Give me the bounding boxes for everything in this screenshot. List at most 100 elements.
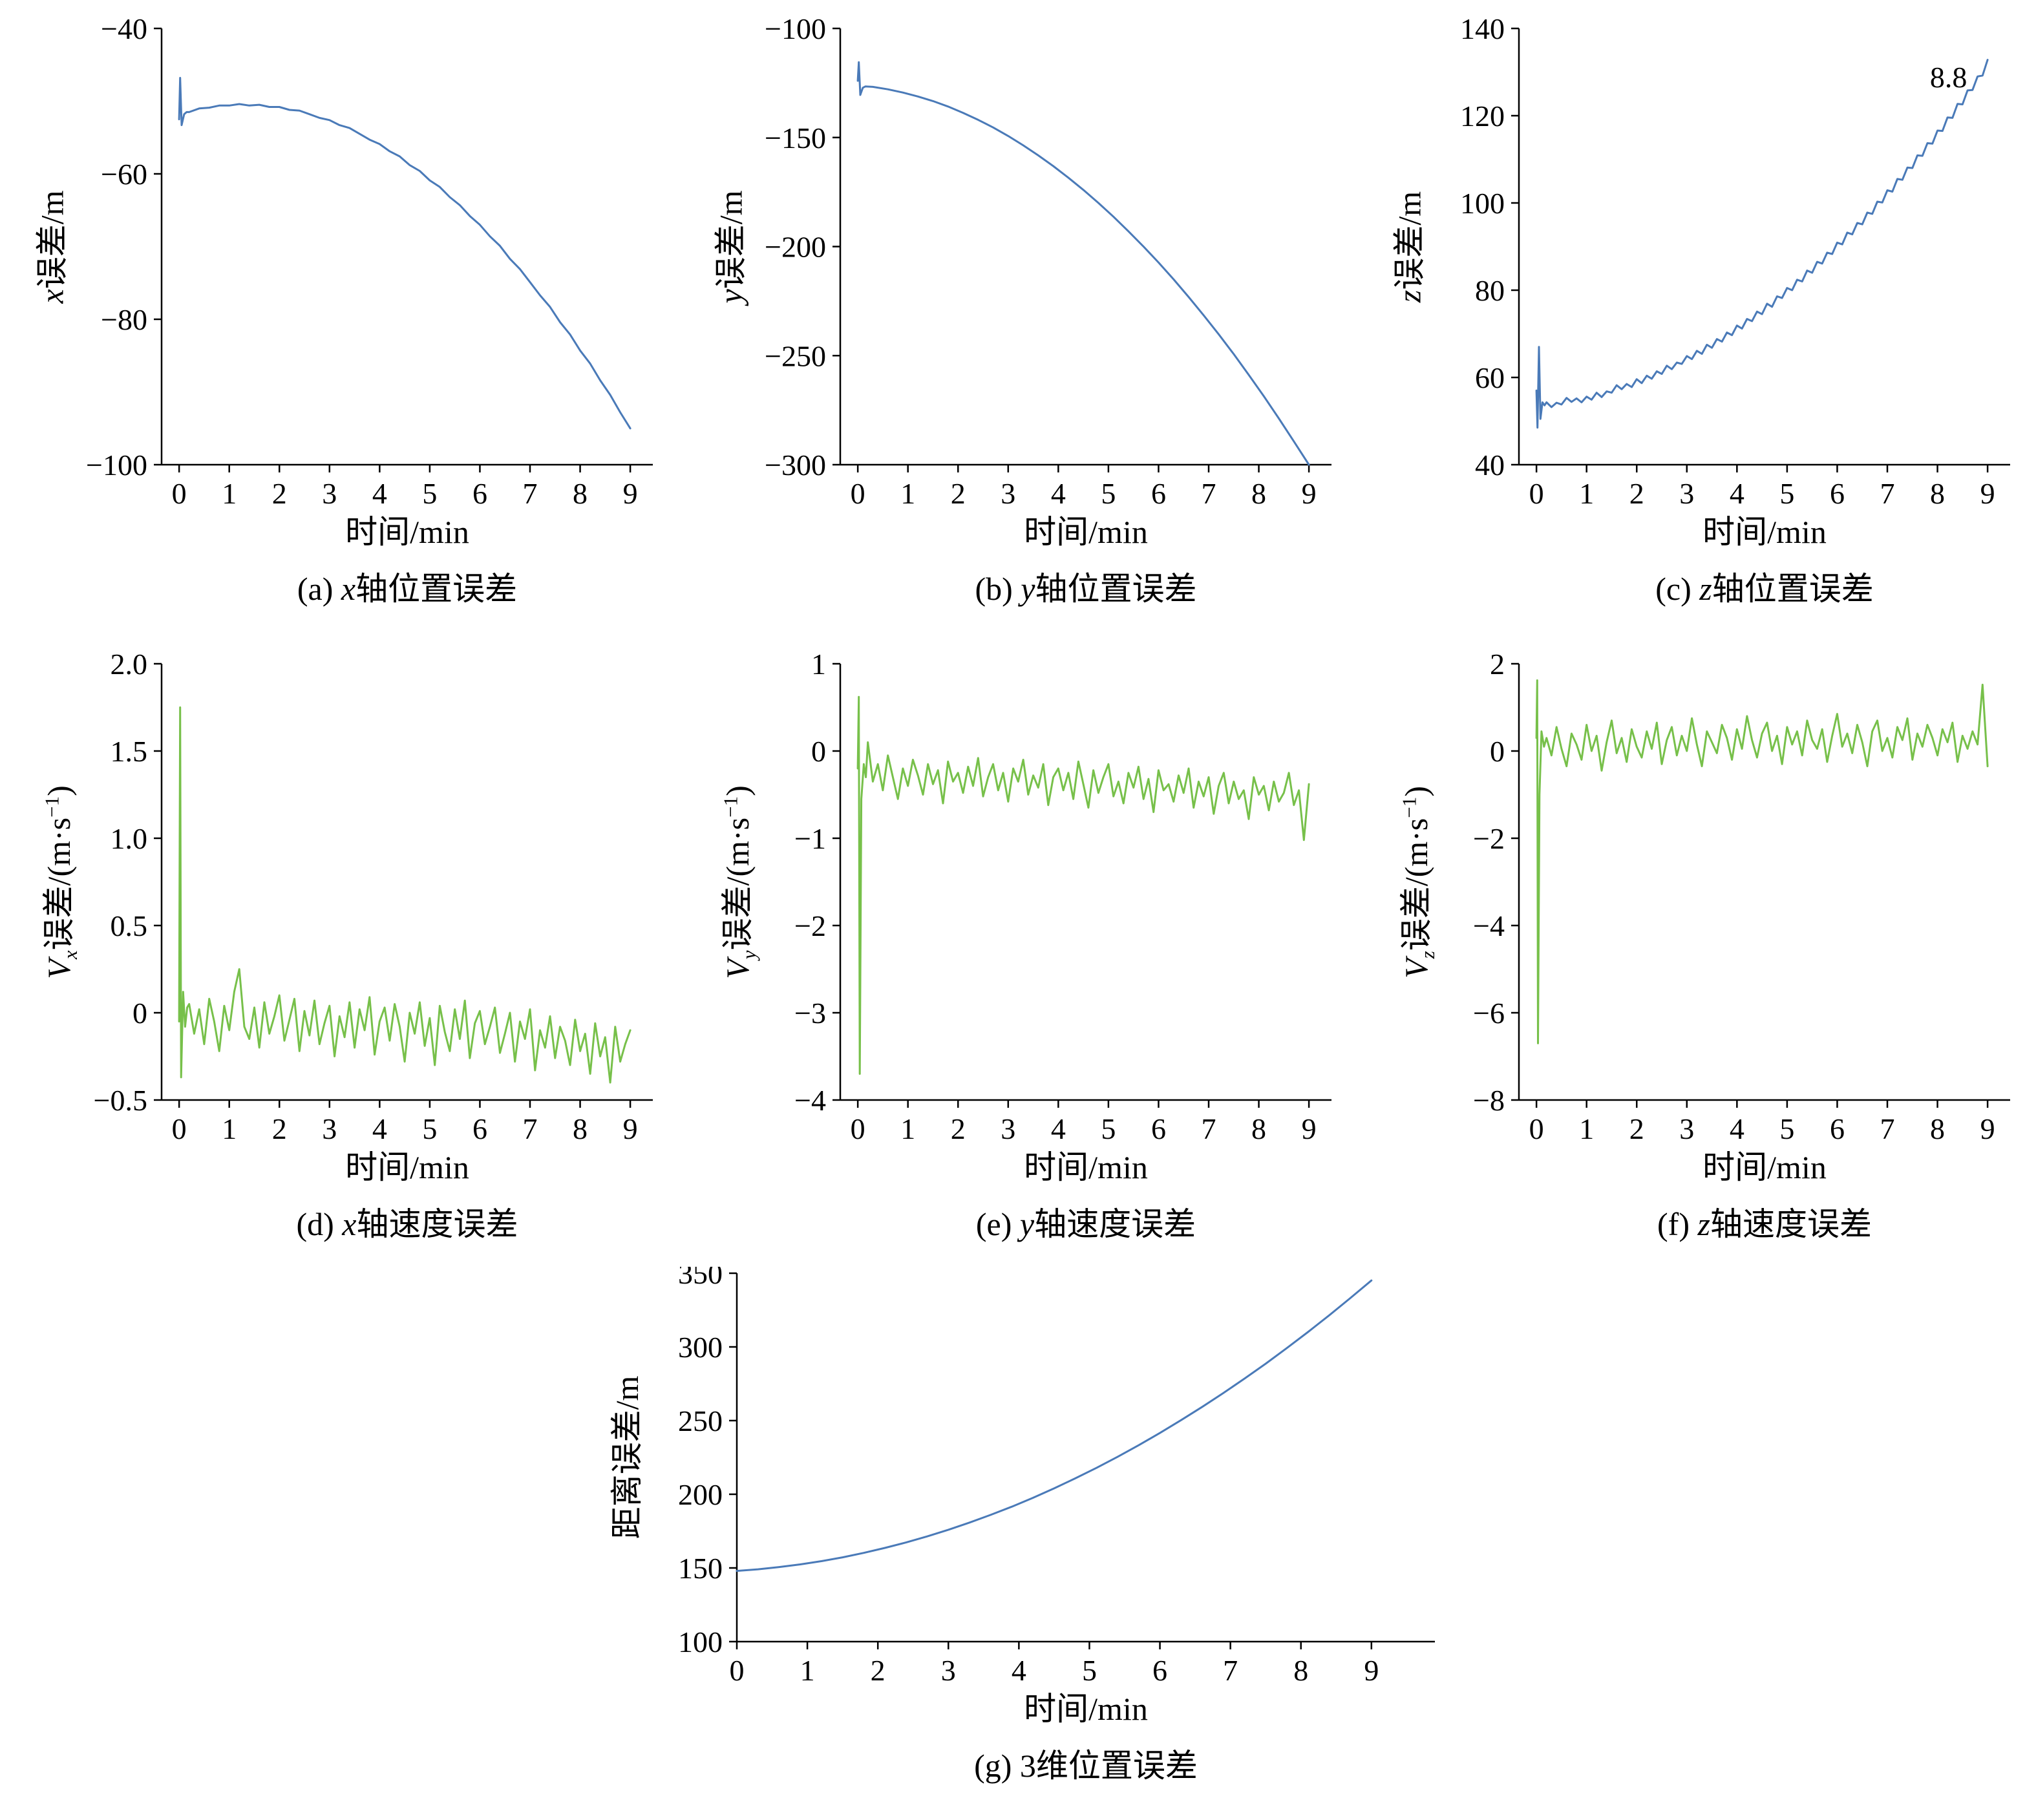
- x-tick-label: 7: [1202, 477, 1216, 510]
- chart-x-velocity-error: 0 1 2 3 4 5 6 7 8 9 −0.5 0 0.5 1.0 1.5 2.0 Vx误差/(m·s−1) 时…: [0, 644, 679, 1262]
- x-tick-label: 4: [1730, 1112, 1744, 1145]
- x-tick-label: 1: [1579, 477, 1594, 510]
- x-tick-label: 0: [172, 1112, 187, 1145]
- figure-row-2: 0 1 2 3 4 5 6 7 8 9 −0.5 0 0.5 1.0 1.5 2.0 Vx误差/(m·s−1) 时…: [0, 644, 2036, 1262]
- x-tick-label: 8: [1251, 1112, 1266, 1145]
- x-tick-label: 8: [573, 477, 588, 510]
- x-tick-label: 9: [623, 1112, 638, 1145]
- x-tick-label: 1: [222, 477, 237, 510]
- x-axis-label-e: 时间/min: [1024, 1149, 1148, 1185]
- x-tick-label: 1: [900, 1112, 915, 1145]
- y-tick-label: 120: [1460, 100, 1505, 132]
- y-tick-label: −3: [794, 997, 826, 1030]
- y-axis-label-c: z误差/m: [1391, 191, 1427, 302]
- chart-caption-c: (c) z轴位置误差: [1655, 571, 1874, 607]
- y-tick-label: −1: [794, 822, 826, 855]
- x-tick-label: 1: [900, 477, 915, 510]
- y-tick-label: −0.5: [94, 1084, 147, 1117]
- x-tick-label: 0: [1529, 1112, 1544, 1145]
- x-tick-label: 2: [1629, 1112, 1644, 1145]
- y-tick-label: −4: [1473, 909, 1505, 942]
- y-axis-label-d: Vx误差/(m·s−1): [40, 785, 81, 979]
- x-tick-label: 9: [623, 477, 638, 510]
- x-tick-label: 4: [1051, 1112, 1066, 1145]
- y-tick-label: 80: [1475, 274, 1505, 307]
- y-tick-label: −300: [765, 449, 826, 481]
- y-tick-label: −100: [765, 12, 826, 45]
- y-tick-label: −60: [101, 158, 147, 191]
- x-tick-label: 2: [871, 1654, 885, 1687]
- plot-svg-a: 0 1 2 3 4 5 6 7 8 9 −100 −80 −60 −40: [86, 12, 653, 510]
- x-tick-label: 5: [1101, 1112, 1116, 1145]
- y-tick-label: 1.5: [111, 735, 148, 768]
- chart-3d-position-error: 0 1 2 3 4 5 6 7 8 9 100 150 200 250 300 350 距离误差/m 时间/min…: [575, 1257, 1461, 1803]
- chart-y-velocity-error: 0 1 2 3 4 5 6 7 8 9 −4 −3 −2 −1 0 1 Vy误差/(m·s−1) 时间/min (e…: [679, 644, 1357, 1262]
- y-tick-label: −100: [86, 449, 147, 481]
- plot-svg-b: 0 1 2 3 4 5 6 7 8 9 −300 −250 −200 −150 −100: [765, 12, 1331, 510]
- x-tick-label: 5: [1779, 1112, 1794, 1145]
- y-tick-label: 300: [678, 1331, 723, 1364]
- data-line-c: [1535, 59, 1989, 429]
- x-tick-label: 8: [1930, 477, 1945, 510]
- x-axis-label-g: 时间/min: [1024, 1691, 1148, 1727]
- x-tick-label: 1: [222, 1112, 237, 1145]
- y-tick-label: 100: [678, 1625, 723, 1658]
- chart-caption-e: (e) y轴速度误差: [975, 1206, 1196, 1242]
- y-tick-label: −200: [765, 231, 826, 264]
- x-tick-label: 3: [322, 477, 337, 510]
- x-tick-label: 4: [372, 1112, 387, 1145]
- y-tick-label: 200: [678, 1478, 723, 1511]
- x-axis-label-d: 时间/min: [345, 1149, 469, 1185]
- x-tick-label: 9: [1980, 477, 1995, 510]
- x-axis-label-a: 时间/min: [345, 514, 469, 550]
- y-tick-label: 0.5: [111, 909, 148, 942]
- annotation-c: 8.8: [1930, 61, 1967, 94]
- y-tick-label: −250: [765, 339, 826, 372]
- x-tick-label: 8: [1251, 477, 1266, 510]
- x-tick-label: 4: [372, 477, 387, 510]
- chart-caption-g: (g) 3维位置误差: [974, 1748, 1198, 1784]
- y-axis-label-e: Vy误差/(m·s−1): [719, 785, 760, 979]
- y-axis-label-f: Vz误差/(m·s−1): [1397, 785, 1439, 979]
- x-tick-label: 3: [1001, 477, 1015, 510]
- x-tick-label: 9: [1980, 1112, 1995, 1145]
- x-tick-label: 8: [573, 1112, 588, 1145]
- x-tick-label: 3: [1679, 477, 1694, 510]
- x-tick-label: 7: [523, 477, 538, 510]
- y-tick-label: 0: [1490, 735, 1505, 768]
- x-tick-label: 8: [1930, 1112, 1945, 1145]
- plot-svg-f: 0 1 2 3 4 5 6 7 8 9 −8 −6 −4 −2 0 2: [1473, 648, 2010, 1145]
- y-tick-label: 250: [678, 1404, 723, 1437]
- y-tick-label: 2.0: [111, 648, 148, 681]
- x-axis-label-f: 时间/min: [1702, 1149, 1827, 1185]
- x-tick-label: 0: [172, 477, 187, 510]
- plot-svg-e: 0 1 2 3 4 5 6 7 8 9 −4 −3 −2 −1 0 1: [794, 648, 1331, 1145]
- y-tick-label: 60: [1475, 361, 1505, 394]
- x-tick-label: 3: [1679, 1112, 1694, 1145]
- x-tick-label: 0: [730, 1654, 745, 1687]
- data-line-f: [1535, 679, 1989, 1044]
- x-tick-label: 6: [1152, 1654, 1167, 1687]
- y-tick-label: −6: [1473, 997, 1505, 1030]
- data-line-a: [178, 77, 631, 430]
- data-line-g: [736, 1279, 1373, 1572]
- plot-svg-g: 0 1 2 3 4 5 6 7 8 9 100 150 200 250 300 350: [678, 1257, 1435, 1687]
- y-axis-label-g: 距离误差/m: [609, 1375, 645, 1540]
- x-tick-label: 5: [422, 1112, 437, 1145]
- chart-y-position-error: 0 1 2 3 4 5 6 7 8 9 −300 −250 −200 −150 −100 y误差/m 时间/mi…: [679, 9, 1357, 626]
- y-tick-label: 1: [811, 648, 826, 681]
- x-tick-label: 7: [1223, 1654, 1238, 1687]
- x-tick-label: 7: [1202, 1112, 1216, 1145]
- x-tick-label: 9: [1364, 1654, 1379, 1687]
- x-tick-label: 4: [1051, 477, 1066, 510]
- x-tick-label: 7: [523, 1112, 538, 1145]
- y-axis-label-a: x误差/m: [34, 190, 70, 303]
- y-tick-label: 150: [678, 1552, 723, 1585]
- y-tick-label: 100: [1460, 187, 1505, 220]
- x-tick-label: 2: [951, 477, 966, 510]
- x-tick-label: 3: [941, 1654, 956, 1687]
- x-tick-label: 8: [1293, 1654, 1308, 1687]
- x-tick-label: 7: [1880, 477, 1895, 510]
- x-axis-label-b: 时间/min: [1024, 514, 1148, 550]
- y-tick-label: 2: [1490, 648, 1505, 681]
